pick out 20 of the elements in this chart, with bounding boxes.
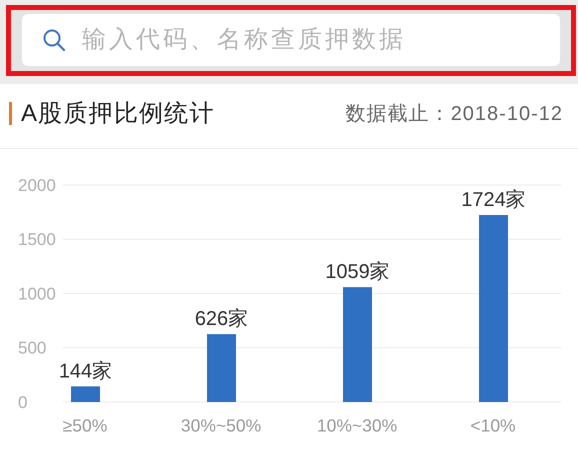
- data-label: 626家: [194, 308, 248, 330]
- y-tick-label: 0: [18, 392, 28, 412]
- chart-subtitle: 数据截止：2018-10-12: [346, 102, 563, 127]
- bar: [71, 386, 100, 402]
- bar: [479, 214, 508, 402]
- y-tick-label: 1500: [18, 230, 56, 250]
- y-tick-label: 2000: [18, 176, 56, 195]
- x-tick-label: 30%~50%: [180, 415, 262, 436]
- chart-title: A股质押比例统计: [21, 99, 215, 129]
- data-label: 144家: [58, 360, 112, 382]
- x-tick-label: 10%~30%: [316, 415, 398, 436]
- x-tick-label: <10%: [470, 415, 516, 436]
- x-tick-label: ≥50%: [62, 415, 108, 436]
- data-label: 1059家: [325, 261, 390, 284]
- y-tick-label: 1000: [18, 284, 56, 304]
- search-field: 输入代码、名称查质押数据: [22, 14, 560, 66]
- bar: [343, 287, 372, 402]
- y-tick-label: 500: [18, 338, 46, 358]
- bar: [207, 334, 236, 402]
- data-label: 1724家: [461, 188, 526, 211]
